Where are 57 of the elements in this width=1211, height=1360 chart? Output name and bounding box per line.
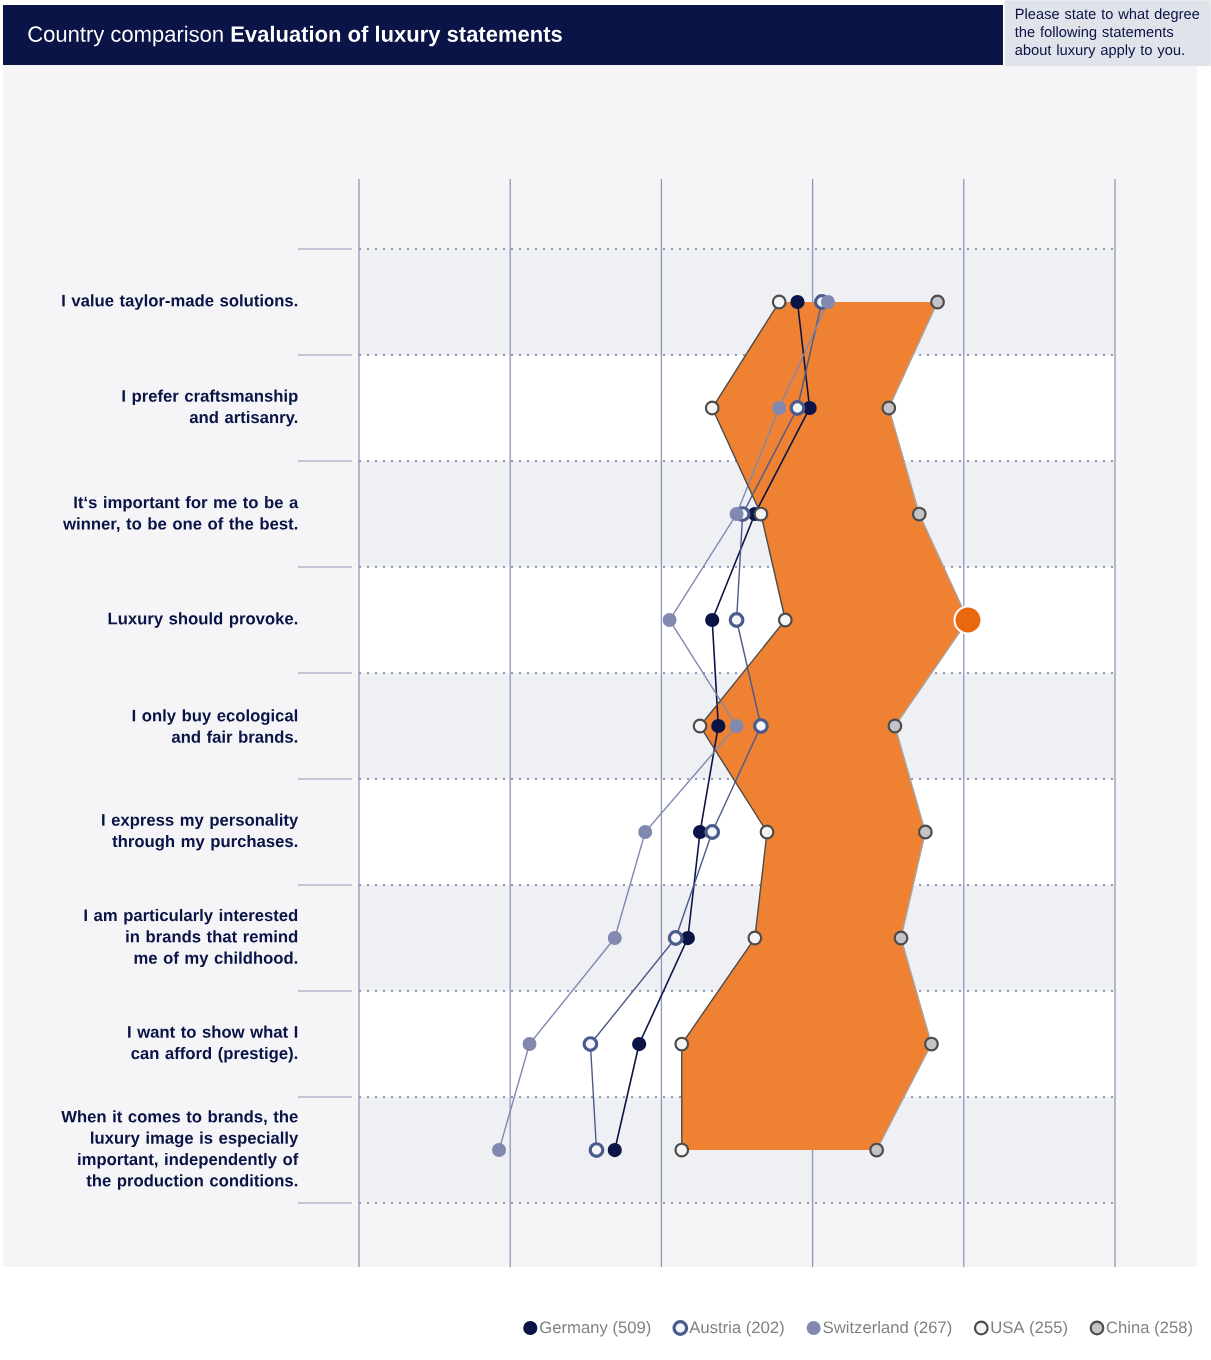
point (667, 930, 684, 946)
legend-label: China (258) (1106, 1320, 1192, 1337)
text: Please state to what degree the following statements about luxury apply to you. (1014, 8, 1200, 58)
point (772, 401, 787, 416)
y-tick-label: I express my personality through my purchases. (102, 813, 299, 851)
point (869, 1142, 885, 1158)
point (588, 1142, 605, 1158)
point (789, 400, 806, 416)
y-tick-label: I value taylor-made solutions. (62, 294, 298, 310)
point (802, 400, 817, 416)
y-tick-label: I prefer craftsmanship and artisanry. (122, 389, 298, 427)
point (753, 718, 769, 734)
point (674, 1142, 690, 1158)
point (662, 613, 677, 628)
chart-title: Country comparison Evaluation of luxury statements (28, 25, 562, 47)
legend-label: Switzerland (267) (823, 1320, 952, 1337)
point (777, 612, 793, 628)
y-tick-label: When it comes to brands, the luxury image is especially important, independently of the production conditions. (61, 1110, 299, 1190)
point (632, 1036, 647, 1052)
point (704, 400, 720, 416)
point (492, 1143, 507, 1158)
point (917, 824, 933, 840)
legend-label: Germany (509) (540, 1320, 651, 1337)
point (753, 506, 769, 522)
y-tick-label: It‘s important for me to be a winner, to be one of the best. (63, 496, 299, 533)
y-tick-label: I want to show what I can afford (prestige). (128, 1025, 298, 1063)
point (930, 294, 945, 310)
point (692, 718, 708, 734)
point (771, 294, 787, 310)
point (729, 507, 744, 522)
point (607, 931, 622, 946)
point (704, 824, 721, 840)
point (881, 400, 897, 416)
legend-label: Austria (202) (689, 1320, 784, 1337)
point (522, 1037, 537, 1052)
point (747, 930, 763, 946)
point (893, 930, 909, 946)
point (924, 1036, 939, 1052)
point (680, 930, 695, 946)
point (638, 825, 653, 840)
legend-label: USA (255) (991, 1320, 1067, 1337)
point (759, 824, 775, 840)
point (705, 612, 720, 628)
y-tick-label: Luxury should provoke. (108, 612, 298, 628)
point (582, 1036, 599, 1052)
point (729, 719, 744, 734)
point (820, 295, 835, 310)
y-tick-label: I only buy ecological and fair brands. (132, 709, 298, 743)
y-tick-label: I am particularly interested in brands that remind me of my childhood. (84, 908, 298, 968)
point (711, 718, 726, 734)
point (887, 718, 903, 734)
point (728, 612, 745, 628)
point (607, 1142, 622, 1158)
point (911, 506, 927, 522)
point (692, 824, 708, 840)
point (674, 1036, 690, 1052)
point (790, 294, 805, 310)
